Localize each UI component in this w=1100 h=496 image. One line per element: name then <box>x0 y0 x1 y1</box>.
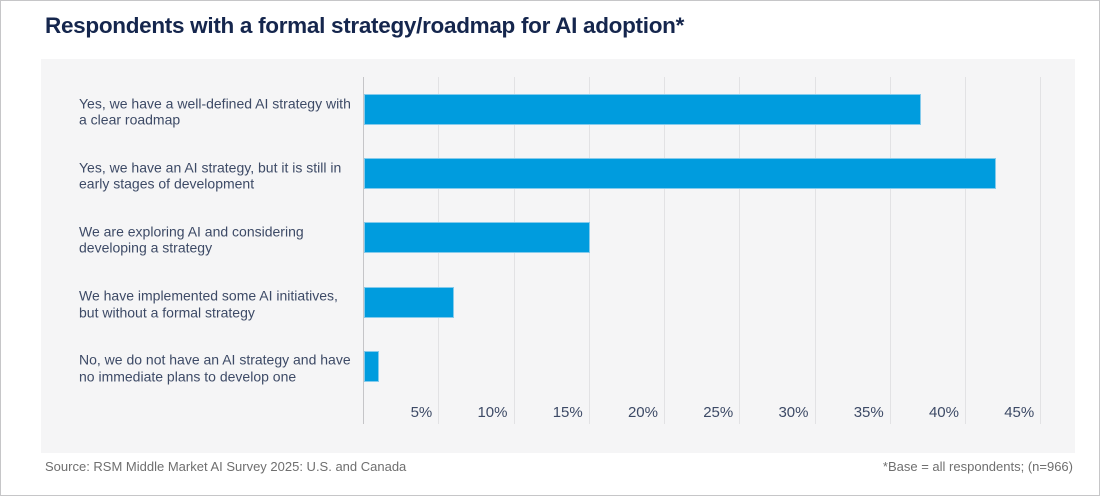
gridline <box>889 77 891 424</box>
bar <box>364 94 921 125</box>
x-tick-label: 10% <box>477 404 508 421</box>
x-tick-label: 35% <box>853 404 884 421</box>
value-axis-line <box>363 77 364 424</box>
chart-footer: Source: RSM Middle Market AI Survey 2025… <box>45 459 1073 474</box>
category-label: Yes, we have a well-defined AI strategy … <box>79 95 351 128</box>
bar <box>364 158 997 190</box>
gridline <box>1040 77 1042 424</box>
category-label: No, we do not have an AI strategy and ha… <box>79 351 351 385</box>
gridline <box>664 77 665 424</box>
chart-title: Respondents with a formal strategy/roadm… <box>45 13 685 38</box>
category-label: We have implemented some AI initiatives,… <box>79 287 338 321</box>
category-label: Yes, we have an AI strategy, but it is s… <box>79 159 342 192</box>
bar <box>364 222 590 254</box>
bar <box>364 286 455 318</box>
bar <box>364 350 380 382</box>
source-note: Source: RSM Middle Market AI Survey 2025… <box>45 459 407 474</box>
x-tick-label: 25% <box>703 404 734 421</box>
gridline <box>814 77 816 424</box>
x-tick-label: 30% <box>778 404 809 421</box>
gridline <box>965 77 966 424</box>
chart-panel: 5% 10% 15% 20% 25% 30% 35% 40% 45% Yes, we have a… <box>41 59 1075 453</box>
gridline <box>739 77 741 424</box>
x-tick-label: 15% <box>552 404 583 421</box>
x-tick-label: 40% <box>928 404 959 421</box>
x-tick-label: 20% <box>627 404 658 421</box>
x-tick-label: 45% <box>1004 404 1035 421</box>
category-label: We are exploring AI and considering deve… <box>79 223 304 256</box>
x-tick-label: 5% <box>410 404 433 421</box>
base-note: *Base = all respondents; (n=966) <box>882 459 1073 474</box>
